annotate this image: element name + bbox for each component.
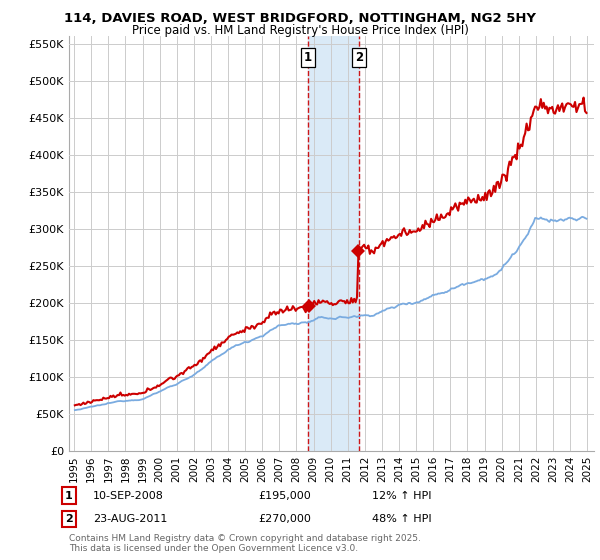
Text: 12% ↑ HPI: 12% ↑ HPI xyxy=(372,491,431,501)
Text: 1: 1 xyxy=(304,51,313,64)
Text: 114, DAVIES ROAD, WEST BRIDGFORD, NOTTINGHAM, NG2 5HY: 114, DAVIES ROAD, WEST BRIDGFORD, NOTTIN… xyxy=(64,12,536,25)
Text: 10-SEP-2008: 10-SEP-2008 xyxy=(93,491,164,501)
Text: 2: 2 xyxy=(65,514,73,524)
Text: 1: 1 xyxy=(65,491,73,501)
Text: 48% ↑ HPI: 48% ↑ HPI xyxy=(372,514,431,524)
Text: £195,000: £195,000 xyxy=(258,491,311,501)
Text: 2: 2 xyxy=(355,51,363,64)
Bar xyxy=(308,36,359,451)
Text: 23-AUG-2011: 23-AUG-2011 xyxy=(93,514,167,524)
Text: Contains HM Land Registry data © Crown copyright and database right 2025.
This d: Contains HM Land Registry data © Crown c… xyxy=(69,534,421,553)
Text: £270,000: £270,000 xyxy=(258,514,311,524)
Text: Price paid vs. HM Land Registry's House Price Index (HPI): Price paid vs. HM Land Registry's House … xyxy=(131,24,469,36)
